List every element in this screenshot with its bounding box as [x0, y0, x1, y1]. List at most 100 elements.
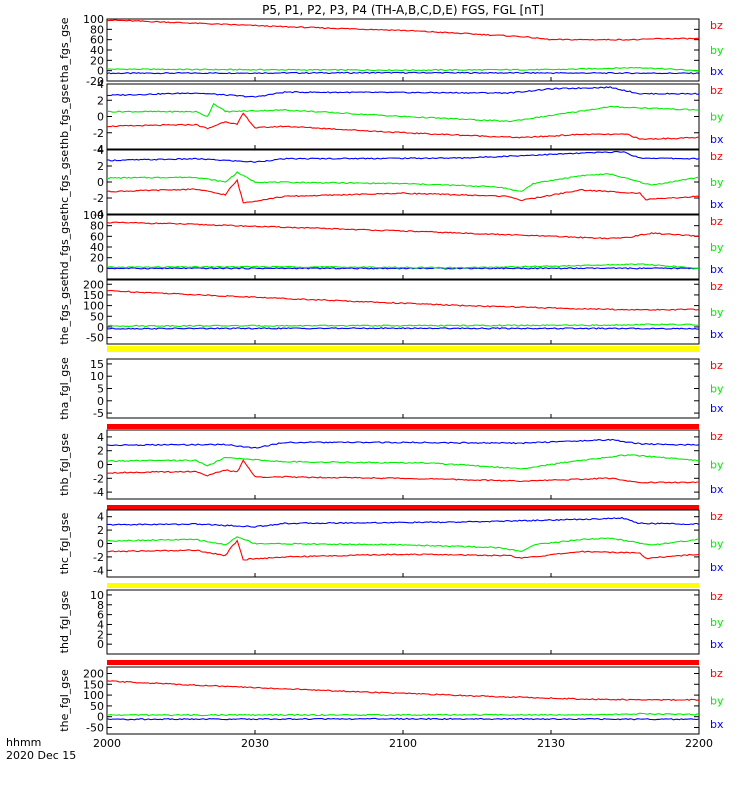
y-axis-label: tha_fgl_gse [58, 357, 71, 420]
y-tick-label: -2 [93, 127, 104, 140]
y-tick-label: 20 [90, 252, 104, 265]
y-axis-label: thd_fgl_gse [58, 590, 71, 653]
y-axis-label: thb_fgs_gse [58, 84, 71, 150]
legend-bz: bz [710, 150, 723, 163]
y-tick-label: 0 [97, 638, 104, 651]
x-axis-label-date: 2020 Dec 15 [6, 749, 76, 762]
y-tick-label: 0 [97, 538, 104, 551]
panel-frame [106, 589, 700, 655]
panel-frame [106, 149, 700, 215]
legend-bz: bz [710, 19, 723, 32]
legend-bz: bz [710, 84, 723, 97]
series-line-bz [106, 679, 700, 702]
status-bar-bottom [107, 660, 699, 665]
series-line-bx [106, 327, 700, 330]
legend-bx: bx [710, 198, 724, 211]
series-line-bx [106, 150, 700, 163]
y-axis-label: thb_fgl_gse [58, 433, 71, 496]
legend-bz: bz [710, 590, 723, 603]
series-line-by [106, 323, 700, 328]
legend-bx: bx [710, 133, 724, 146]
y-tick-label: 0 [97, 111, 104, 124]
series-line-by [106, 103, 700, 123]
legend-by: by [710, 383, 724, 396]
x-tick-label: 2130 [537, 737, 565, 750]
y-tick-label: 100 [83, 300, 104, 313]
y-axis-label: thc_fgl_gse [58, 512, 71, 574]
y-tick-label: -4 [93, 564, 104, 577]
y-tick-label: 0 [97, 262, 104, 275]
legend-bz: bz [710, 359, 723, 372]
legend-by: by [710, 459, 724, 472]
y-axis-label: the_fgl_gse [58, 669, 71, 732]
y-tick-label: 200 [83, 278, 104, 291]
legend-by: by [710, 44, 724, 57]
series-line-bx [106, 438, 700, 449]
y-tick-label: 100 [83, 209, 104, 222]
y-tick-label: 15 [90, 358, 104, 371]
y-tick-label: 0 [97, 176, 104, 189]
series-line-bx [106, 717, 700, 721]
y-axis-label: the_fgs_gse [58, 279, 71, 344]
y-tick-label: -2 [93, 472, 104, 485]
status-bar-top [107, 346, 699, 352]
panel-frame [106, 18, 700, 82]
series-line-by [106, 454, 700, 470]
panel-thc_fgs_gse: -4 -2 0 2 4 thc_fgs_gse bz by bx [58, 144, 724, 221]
x-tick-label: 2100 [389, 737, 417, 750]
y-axis-label: thc_fgs_gse [58, 150, 71, 215]
y-axis-label: thd_fgs_gse [58, 214, 71, 280]
y-tick-label: 4 [97, 431, 104, 444]
series-line-bx [106, 86, 700, 98]
y-tick-label: 2 [97, 524, 104, 537]
status-bar-bottom [107, 505, 699, 510]
y-tick-label: 4 [97, 511, 104, 524]
legend-bx: bx [710, 263, 724, 276]
y-tick-label: 40 [90, 44, 104, 57]
y-tick-label: -4 [93, 143, 104, 156]
y-tick-label: 2 [97, 160, 104, 173]
series-line-bx [106, 71, 700, 75]
y-tick-label: 0 [97, 459, 104, 472]
y-tick-label: 4 [97, 78, 104, 91]
legend-bz: bz [710, 667, 723, 680]
legend-bx: bx [710, 65, 724, 78]
legend-by: by [710, 695, 724, 708]
y-tick-label: 150 [83, 289, 104, 302]
y-tick-label: 200 [83, 667, 104, 680]
series-line-bz [106, 112, 700, 140]
y-tick-label: 2 [97, 628, 104, 641]
y-tick-label: 20 [90, 54, 104, 67]
legend-bx: bx [710, 483, 724, 496]
chart-title: P5, P1, P2, P3, P4 (TH-A,B,C,D,E) FGS, F… [262, 3, 544, 17]
y-tick-label: -5 [93, 407, 104, 420]
x-tick-label: 2030 [241, 737, 269, 750]
legend-bz: bz [710, 280, 723, 293]
y-tick-label: 50 [90, 310, 104, 323]
legend-bx: bx [710, 638, 724, 651]
legend-by: by [710, 306, 724, 319]
y-tick-label: -20 [86, 75, 104, 88]
y-tick-label: 2 [97, 94, 104, 107]
y-tick-label: 40 [90, 241, 104, 254]
legend-by: by [710, 241, 724, 254]
y-tick-label: 0 [97, 711, 104, 724]
y-tick-label: 60 [90, 230, 104, 243]
y-tick-label: 0 [97, 395, 104, 408]
y-tick-label: -4 [93, 208, 104, 221]
series-line-by [106, 66, 700, 72]
legend-by: by [710, 616, 724, 629]
y-tick-label: 0 [97, 65, 104, 78]
panel-frame [106, 509, 700, 578]
series-line-bz [106, 539, 700, 561]
y-tick-label: 2 [97, 445, 104, 458]
y-tick-label: 60 [90, 34, 104, 47]
y-tick-label: 100 [83, 689, 104, 702]
